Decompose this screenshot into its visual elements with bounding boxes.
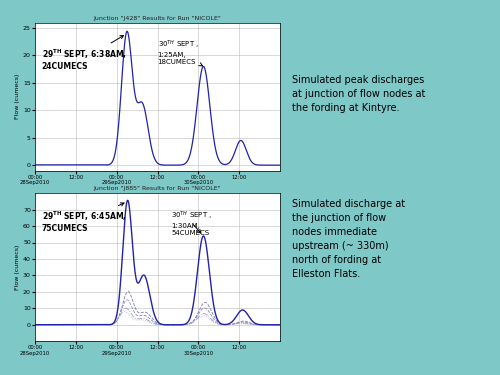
Text: 29$^{\mathbf{TH}}$ SEPT, 6:38AM,
24CUMECS: 29$^{\mathbf{TH}}$ SEPT, 6:38AM, 24CUMEC… — [42, 36, 127, 71]
Y-axis label: Flow (cumecs): Flow (cumecs) — [15, 244, 20, 290]
Text: 30$^{TH}$ SEPT ,
1:30AM,
54CUMECS: 30$^{TH}$ SEPT , 1:30AM, 54CUMECS — [171, 210, 212, 236]
Text: Simulated peak discharges
at junction of flow nodes at
the fording at Kintyre.: Simulated peak discharges at junction of… — [292, 75, 426, 113]
Text: Simulated discharge at
the junction of flow
nodes immediate
upstream (~ 330m)
no: Simulated discharge at the junction of f… — [292, 199, 406, 279]
Text: 30$^{TH}$ SEPT ,
1:25AM,
18CUMECS: 30$^{TH}$ SEPT , 1:25AM, 18CUMECS — [158, 39, 202, 66]
Title: Junction "J428" Results for Run "NICOLE": Junction "J428" Results for Run "NICOLE" — [94, 16, 222, 21]
Text: 29$^{\mathbf{TH}}$ SEPT, 6:45AM,
75CUMECS: 29$^{\mathbf{TH}}$ SEPT, 6:45AM, 75CUMEC… — [42, 203, 127, 233]
Title: Junction "J885" Results for Run "NICOLE": Junction "J885" Results for Run "NICOLE" — [94, 186, 222, 191]
Y-axis label: Flow (cumecs): Flow (cumecs) — [15, 74, 20, 119]
